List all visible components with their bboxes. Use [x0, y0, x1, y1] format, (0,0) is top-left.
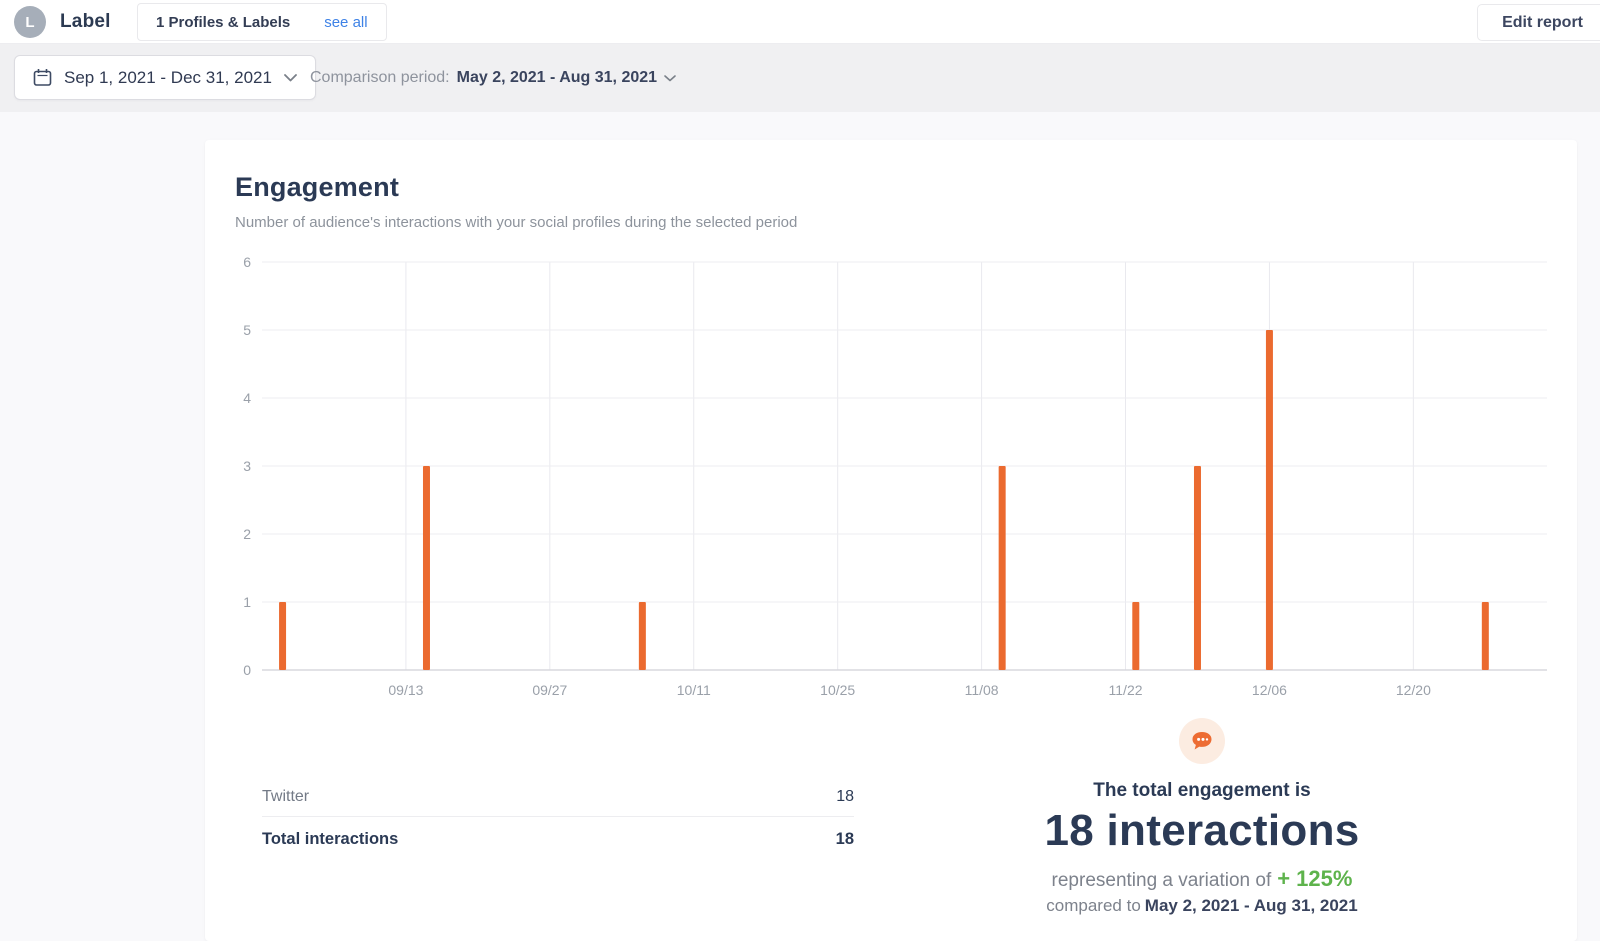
svg-text:11/08: 11/08 — [965, 682, 999, 698]
compared-text: compared to — [1046, 896, 1141, 915]
svg-text:0: 0 — [243, 662, 251, 678]
svg-text:6: 6 — [243, 254, 251, 270]
svg-text:10/11: 10/11 — [677, 682, 711, 698]
svg-text:3: 3 — [243, 458, 251, 474]
header: L Label 1 Profiles & Labels see all Edit… — [0, 0, 1600, 44]
card-subtitle: Number of audience's interactions with y… — [235, 214, 798, 231]
total-value: 18 — [835, 829, 854, 848]
calendar-icon — [33, 68, 52, 87]
comparison-period-label: Comparison period: — [310, 69, 450, 86]
svg-text:4: 4 — [243, 390, 251, 406]
svg-text:5: 5 — [243, 322, 251, 338]
compared-value: May 2, 2021 - Aug 31, 2021 — [1144, 896, 1358, 915]
profiles-count-label: 1 Profiles & Labels — [156, 13, 291, 31]
comparison-period-value: May 2, 2021 - Aug 31, 2021 — [456, 69, 658, 86]
engagement-bubble-icon — [1179, 718, 1225, 764]
edit-report-button[interactable]: Edit report — [1477, 4, 1600, 41]
table-total-row: Total interactions 18 — [262, 817, 854, 861]
date-range-value: Sep 1, 2021 - Dec 31, 2021 — [64, 67, 272, 87]
summary-variation: representing a variation of + 125% — [992, 866, 1412, 892]
network-value: 18 — [836, 788, 854, 805]
total-label: Total interactions — [262, 829, 399, 848]
brand-label: Label — [60, 11, 111, 32]
svg-text:2: 2 — [243, 526, 251, 542]
summary-lead: The total engagement is — [1093, 780, 1311, 801]
svg-text:10/25: 10/25 — [820, 682, 855, 698]
engagement-card: Engagement Number of audience's interact… — [205, 140, 1577, 941]
svg-text:12/20: 12/20 — [1396, 682, 1431, 698]
toolbar: Sep 1, 2021 - Dec 31, 2021 Comparison pe… — [0, 44, 1600, 112]
avatar-letter: L — [25, 13, 35, 31]
comparison-period-selector[interactable]: Comparison period: May 2, 2021 - Aug 31,… — [310, 44, 676, 112]
profiles-and-labels-box: 1 Profiles & Labels see all — [137, 3, 387, 41]
engagement-bar-chart: 09/13 09/27 10/11 10/25 11/08 11/22 12/06 12/20… — [243, 254, 1547, 698]
see-all-link[interactable]: see all — [324, 13, 368, 31]
variation-value: + 125% — [1277, 866, 1353, 891]
avatar: L — [14, 6, 46, 38]
table-row: Twitter 18 — [262, 778, 854, 816]
svg-text:1: 1 — [243, 594, 251, 610]
svg-text:09/27: 09/27 — [532, 682, 567, 698]
summary-headline: 18 interactions — [1044, 806, 1360, 855]
summary-compared: compared to May 2, 2021 - Aug 31, 2021 — [992, 896, 1412, 916]
interactions-table: Twitter 18 Total interactions 18 — [262, 778, 854, 861]
date-range-button[interactable]: Sep 1, 2021 - Dec 31, 2021 — [14, 55, 316, 100]
svg-text:12/06: 12/06 — [1252, 682, 1287, 698]
engagement-summary: The total engagement is 18 interactions … — [992, 718, 1412, 916]
svg-text:11/22: 11/22 — [1109, 682, 1143, 698]
table-divider — [262, 816, 854, 817]
variation-text: representing a variation of — [1051, 870, 1272, 891]
card-title: Engagement — [235, 172, 400, 202]
svg-text:09/13: 09/13 — [388, 682, 423, 698]
network-label: Twitter — [262, 788, 310, 805]
chevron-down-icon — [284, 73, 297, 82]
chevron-down-icon — [664, 74, 676, 82]
